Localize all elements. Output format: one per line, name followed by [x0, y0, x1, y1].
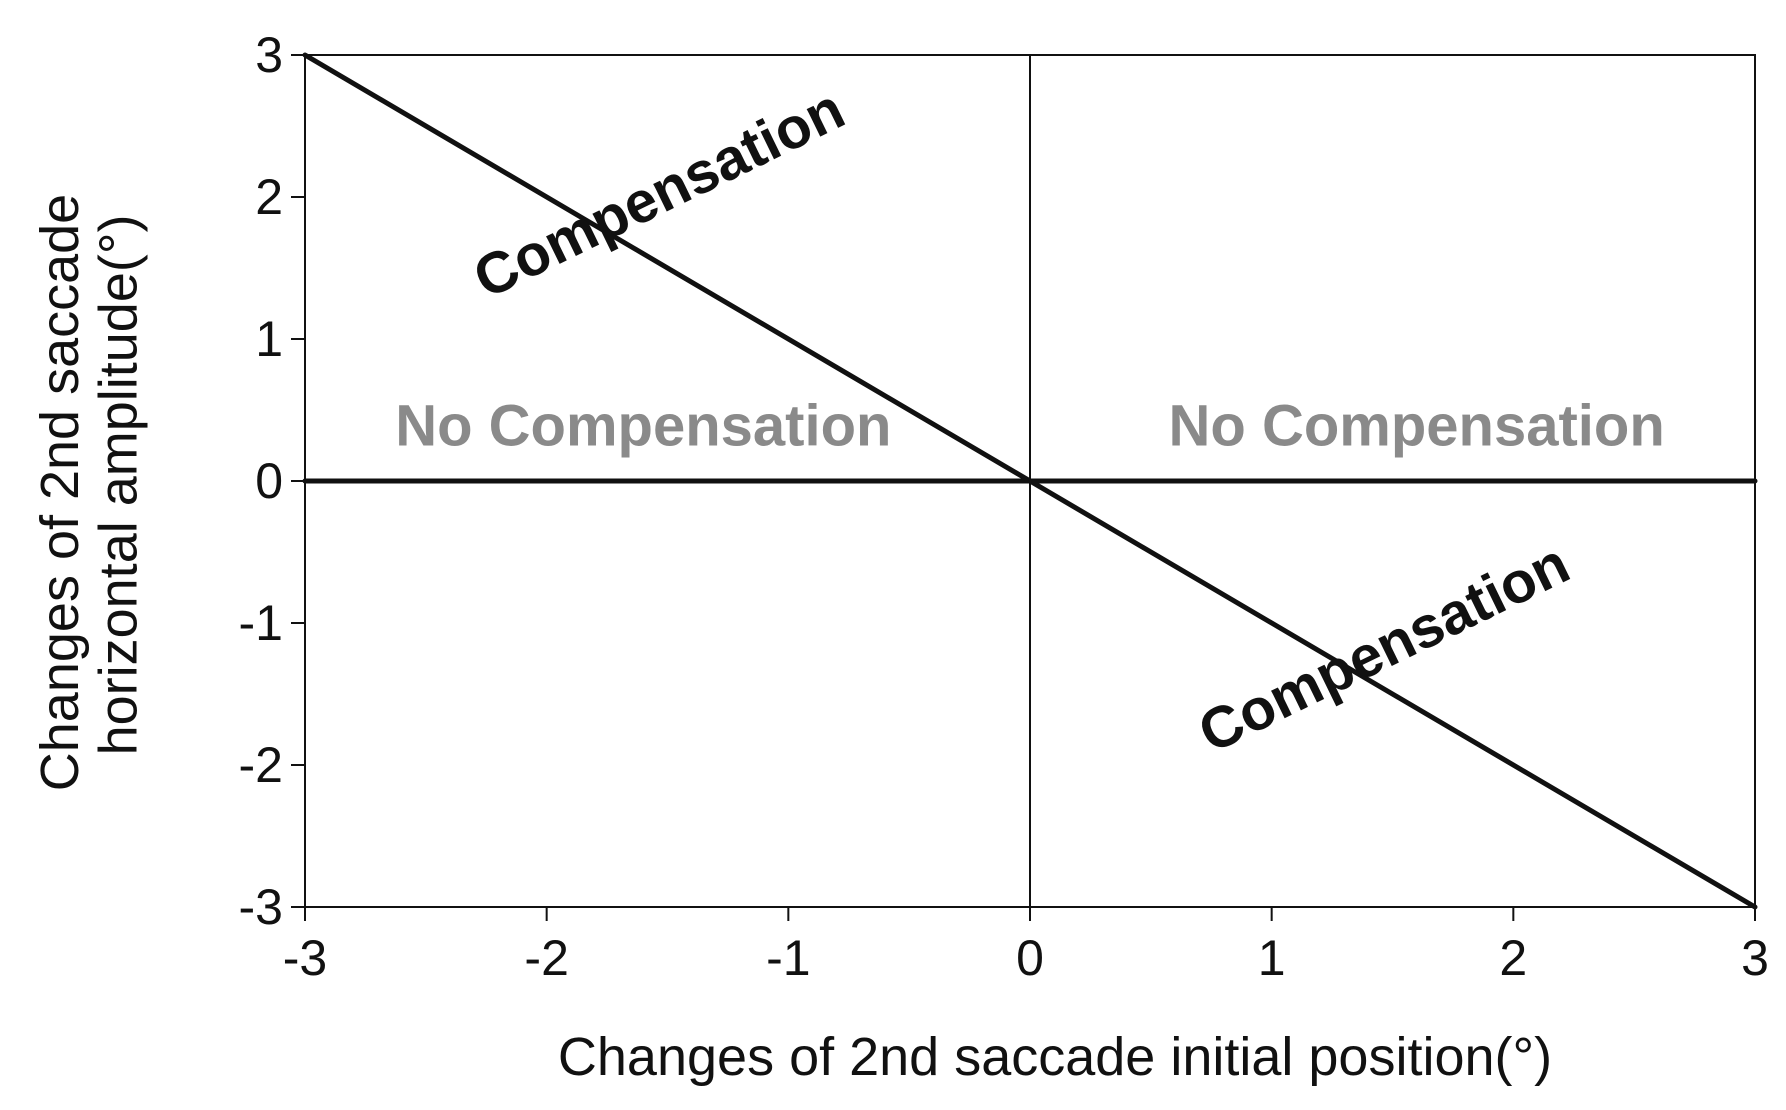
- x-tick-label-3: 0: [1016, 930, 1044, 986]
- x-axis: -3 -2 -1 0 1 2 3: [283, 907, 1769, 986]
- y-tick-label-6: -3: [239, 879, 283, 935]
- x-tick-label-6: 3: [1741, 930, 1769, 986]
- annotation-1: Compensation: [1189, 531, 1580, 766]
- y-tick-label-0: 3: [255, 27, 283, 83]
- annotation-2: No Compensation: [395, 394, 891, 459]
- y-tick-label-2: 1: [255, 311, 283, 367]
- y-tick-label-5: -2: [239, 737, 283, 793]
- y-axis-title: Changes of 2nd saccade horizontal amplit…: [30, 179, 148, 791]
- y-tick-label-1: 2: [255, 169, 283, 225]
- y-axis: 3 2 1 0 -1 -2 -3: [239, 27, 305, 935]
- series-layer: [302, 52, 1758, 910]
- y-tick-label-4: -1: [239, 595, 283, 651]
- x-tick-label-1: -2: [524, 930, 568, 986]
- annotation-3: No Compensation: [1169, 394, 1665, 459]
- x-axis-title: Changes of 2nd saccade initial position(…: [558, 1027, 1552, 1087]
- x-tick-label-0: -3: [283, 930, 327, 986]
- y-axis-title-line-1: Changes of 2nd saccade: [30, 194, 90, 791]
- x-tick-label-5: 2: [1499, 930, 1527, 986]
- x-tick-label-2: -1: [766, 930, 810, 986]
- x-tick-label-4: 1: [1258, 930, 1286, 986]
- y-tick-label-3: 0: [255, 453, 283, 509]
- plot-area: Compensation Compensation No Compensation N…: [302, 52, 1758, 910]
- annotation-0: Compensation: [464, 76, 855, 311]
- y-axis-title-line-2: horizontal amplitude(°): [88, 215, 148, 756]
